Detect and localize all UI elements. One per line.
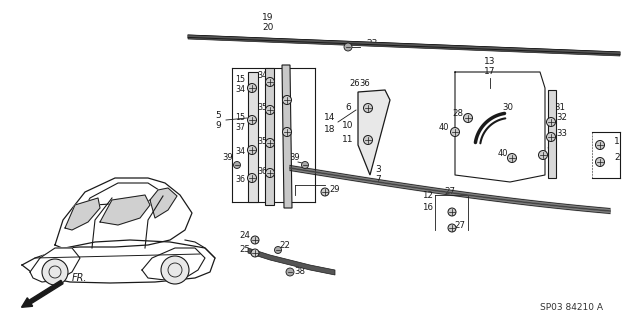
- Text: 39: 39: [223, 153, 234, 162]
- Circle shape: [286, 268, 294, 276]
- Circle shape: [266, 106, 275, 115]
- Text: 36: 36: [257, 167, 267, 176]
- Circle shape: [161, 256, 189, 284]
- Text: 39: 39: [290, 153, 300, 162]
- Circle shape: [547, 117, 556, 127]
- Text: 11: 11: [342, 136, 354, 145]
- Text: 12: 12: [422, 191, 433, 201]
- Text: 15: 15: [235, 76, 245, 85]
- Circle shape: [364, 103, 372, 113]
- Text: FR.: FR.: [72, 273, 88, 283]
- Text: 36: 36: [235, 175, 245, 184]
- Polygon shape: [265, 68, 274, 205]
- Circle shape: [451, 128, 460, 137]
- Circle shape: [248, 145, 257, 154]
- Circle shape: [364, 136, 372, 145]
- Circle shape: [508, 153, 516, 162]
- Text: 18: 18: [324, 125, 336, 135]
- Text: 2: 2: [614, 153, 620, 162]
- Text: 28: 28: [452, 108, 463, 117]
- Polygon shape: [55, 178, 192, 248]
- Polygon shape: [150, 188, 177, 218]
- Text: 31: 31: [554, 103, 566, 113]
- Text: 15: 15: [235, 114, 245, 122]
- Text: 25: 25: [239, 246, 250, 255]
- Circle shape: [266, 138, 275, 147]
- Polygon shape: [142, 248, 205, 280]
- Circle shape: [251, 236, 259, 244]
- Polygon shape: [188, 35, 620, 56]
- Circle shape: [595, 158, 605, 167]
- Text: 40: 40: [439, 123, 449, 132]
- Polygon shape: [282, 65, 292, 208]
- Text: 23: 23: [366, 40, 378, 48]
- Circle shape: [251, 249, 259, 257]
- Text: 20: 20: [262, 23, 274, 32]
- Text: 14: 14: [324, 114, 336, 122]
- Polygon shape: [30, 248, 80, 282]
- Text: 34: 34: [235, 85, 245, 94]
- Text: 38: 38: [294, 268, 305, 277]
- Text: 36: 36: [360, 79, 371, 88]
- Text: 19: 19: [262, 13, 274, 23]
- Text: 33: 33: [557, 129, 568, 137]
- Polygon shape: [100, 195, 150, 225]
- Text: 3: 3: [375, 166, 381, 174]
- Polygon shape: [75, 183, 162, 225]
- Text: 9: 9: [215, 121, 221, 130]
- Text: 7: 7: [375, 175, 381, 184]
- Circle shape: [463, 114, 472, 122]
- Text: SP03 84210 A: SP03 84210 A: [540, 303, 603, 312]
- Text: 13: 13: [484, 57, 496, 66]
- Circle shape: [275, 247, 282, 254]
- Text: 21: 21: [547, 147, 557, 157]
- Circle shape: [266, 168, 275, 177]
- Polygon shape: [22, 240, 215, 283]
- Text: 5: 5: [215, 110, 221, 120]
- Text: 35: 35: [257, 103, 267, 113]
- Text: 37: 37: [235, 123, 245, 132]
- Polygon shape: [65, 198, 100, 230]
- Polygon shape: [548, 90, 556, 178]
- Circle shape: [448, 224, 456, 232]
- Text: 1: 1: [614, 137, 620, 146]
- Circle shape: [547, 132, 556, 142]
- Text: 35: 35: [257, 137, 267, 146]
- Text: 24: 24: [239, 231, 250, 240]
- Circle shape: [248, 115, 257, 124]
- Circle shape: [595, 140, 605, 150]
- Text: 34: 34: [235, 147, 245, 157]
- Polygon shape: [358, 90, 390, 175]
- Text: 17: 17: [484, 68, 496, 77]
- Text: 26: 26: [349, 79, 360, 88]
- Text: 4: 4: [284, 177, 290, 187]
- Circle shape: [321, 188, 329, 196]
- Circle shape: [266, 78, 275, 86]
- Circle shape: [448, 208, 456, 216]
- FancyArrow shape: [22, 280, 63, 307]
- Circle shape: [234, 161, 241, 168]
- Text: 29: 29: [330, 186, 340, 195]
- Circle shape: [248, 84, 257, 93]
- Text: 34: 34: [257, 71, 267, 80]
- Polygon shape: [248, 72, 258, 202]
- Circle shape: [301, 161, 308, 168]
- Circle shape: [282, 95, 291, 105]
- Text: 27: 27: [454, 220, 465, 229]
- Text: 40: 40: [498, 149, 508, 158]
- Text: 10: 10: [342, 121, 354, 130]
- Text: 6: 6: [345, 103, 351, 113]
- Circle shape: [344, 43, 352, 51]
- Circle shape: [538, 151, 547, 160]
- Circle shape: [282, 128, 291, 137]
- Text: 8: 8: [284, 188, 290, 197]
- Circle shape: [42, 259, 68, 285]
- Text: 32: 32: [557, 114, 568, 122]
- Text: 16: 16: [422, 204, 433, 212]
- Polygon shape: [248, 248, 335, 275]
- Text: 30: 30: [502, 103, 513, 113]
- Circle shape: [248, 174, 257, 182]
- Text: 22: 22: [280, 241, 291, 250]
- Text: 27: 27: [445, 188, 456, 197]
